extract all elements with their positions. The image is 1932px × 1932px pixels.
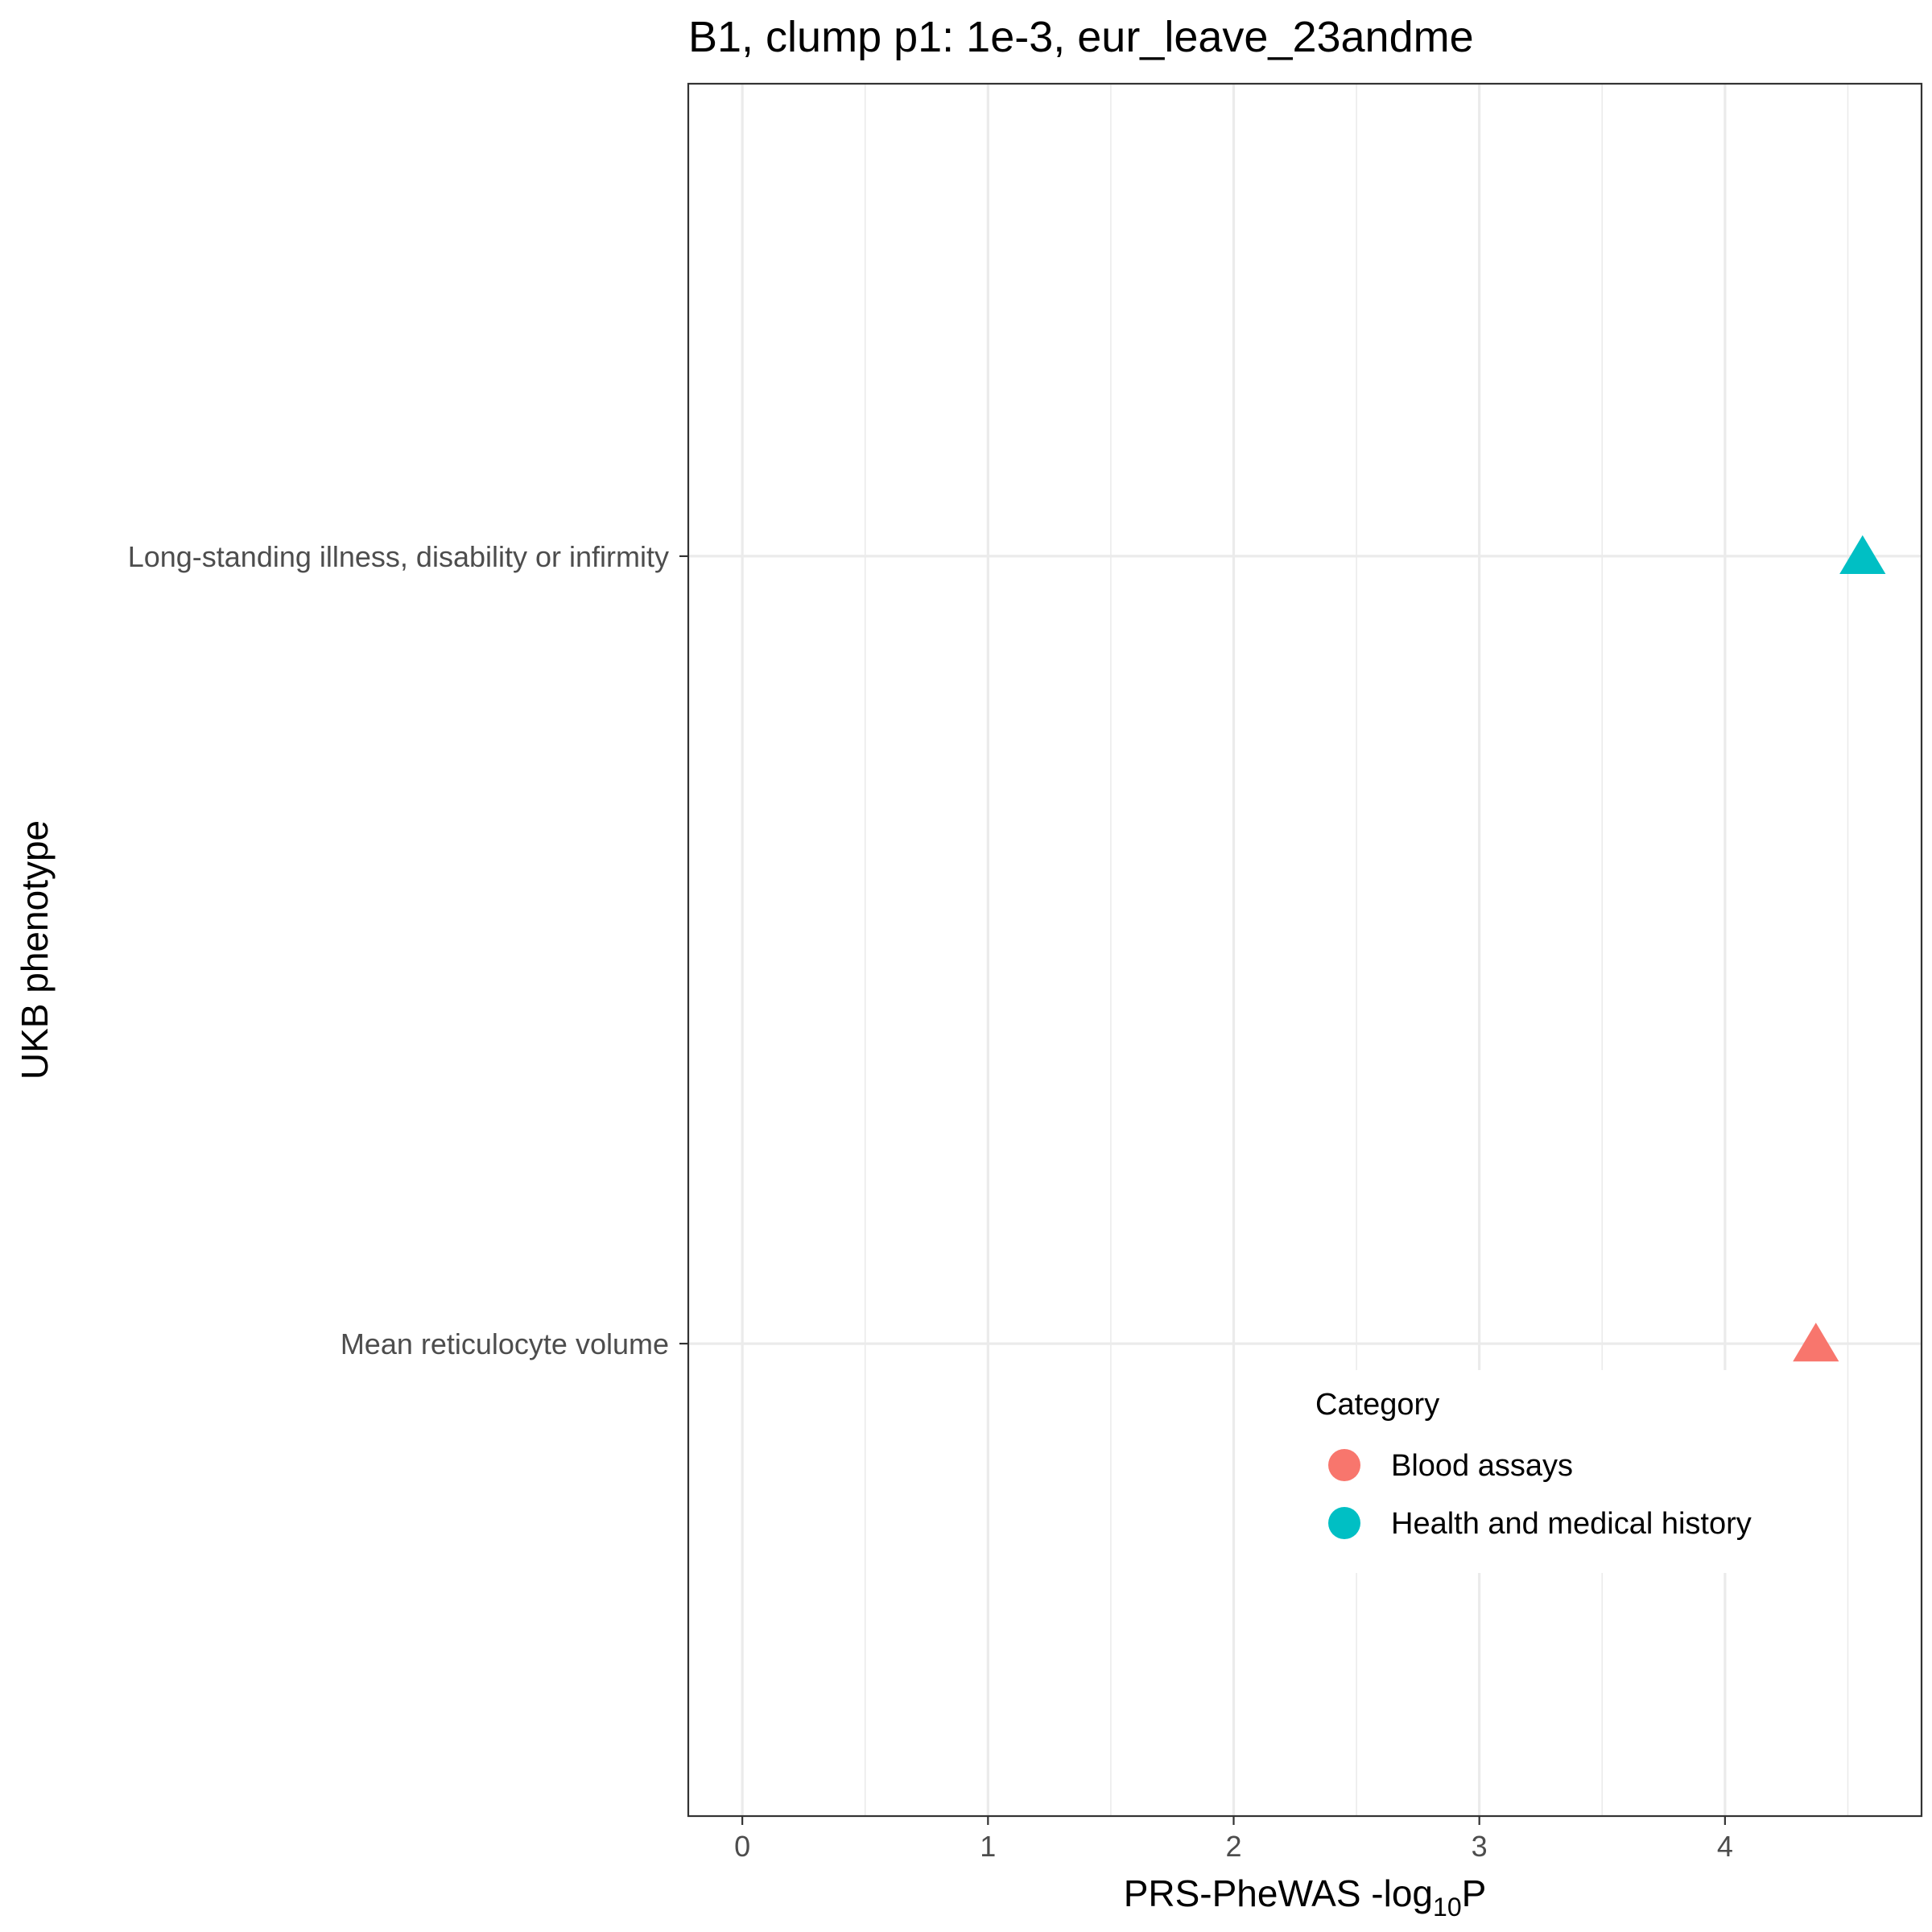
data-point-triangle	[1839, 535, 1886, 575]
plot-panel: Category Blood assays Health and medical h…	[687, 82, 1923, 1818]
legend-title: Category	[1315, 1388, 1439, 1422]
x-tick-label: 2	[1225, 1830, 1241, 1863]
y-tick-label: Long-standing illness, disability or inf…	[128, 540, 669, 573]
x-tick-label: 1	[980, 1830, 996, 1863]
x-axis: 0 1 2 3 4	[734, 1816, 1733, 1863]
legend-item-label: Blood assays	[1391, 1449, 1573, 1483]
legend: Category Blood assays Health and medical h…	[1298, 1370, 1813, 1573]
panel-border	[687, 82, 1923, 1818]
chart-title: B1, clump p1: 1e-3, eur_leave_23andme	[688, 13, 1474, 61]
x-axis-title: PRS-PheWAS -log10P	[1124, 1872, 1487, 1922]
data-points	[1793, 535, 1886, 1362]
y-axis: Mean reticulocyte volume Long-standing il…	[128, 540, 688, 1360]
legend-background	[1298, 1370, 1813, 1573]
x-tick-label: 4	[1717, 1830, 1733, 1863]
x-tick-label: 0	[734, 1830, 750, 1863]
x-axis-title-subscript: 10	[1433, 1893, 1462, 1922]
legend-item-label: Health and medical history	[1391, 1507, 1752, 1541]
data-point-triangle	[1793, 1323, 1839, 1362]
x-tick-label: 3	[1472, 1830, 1488, 1863]
x-axis-title-suffix: P	[1462, 1872, 1487, 1914]
y-tick-label: Mean reticulocyte volume	[341, 1327, 669, 1360]
legend-key-circle	[1328, 1507, 1360, 1539]
y-axis-title: UKB phenotype	[14, 820, 56, 1080]
legend-key-circle	[1328, 1449, 1360, 1481]
x-axis-title-prefix: PRS-PheWAS -log	[1124, 1872, 1433, 1914]
